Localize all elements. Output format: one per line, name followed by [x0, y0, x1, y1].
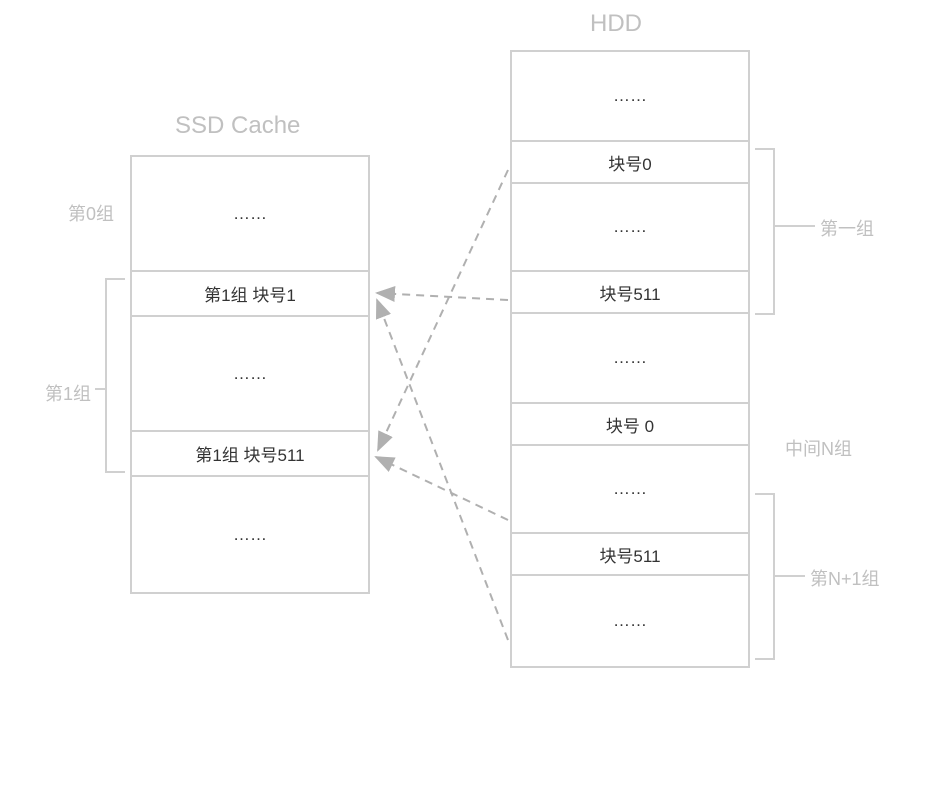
- hdd-cell: 块号511: [512, 272, 748, 314]
- hdd-group1-bracket: [755, 148, 775, 315]
- hdd-g1-connector: [775, 225, 815, 227]
- hdd-cell: ……: [512, 576, 748, 666]
- hdd-group1-label: 第一组: [820, 215, 874, 241]
- hdd-cell: ……: [512, 446, 748, 534]
- hdd-cell: ……: [512, 184, 748, 272]
- hdd-column: ……块号0……块号511……块号 0……块号511……: [510, 50, 750, 668]
- hdd-title: HDD: [590, 10, 642, 38]
- ssd-g1-connector: [95, 388, 105, 390]
- hdd-cell: ……: [512, 314, 748, 404]
- diagram-container: SSD Cache HDD ……第1组 块号1……第1组 块号511…… ……块…: [0, 0, 931, 812]
- hdd-cell: 块号 0: [512, 404, 748, 446]
- ssd-group0-label: 第0组: [68, 200, 114, 226]
- ssd-cell: 第1组 块号511: [132, 432, 368, 477]
- ssd-cell: ……: [132, 317, 368, 432]
- hdd-groupN1-bracket: [755, 493, 775, 660]
- hdd-middle-label: 中间N组: [785, 435, 852, 461]
- ssd-column: ……第1组 块号1……第1组 块号511……: [130, 155, 370, 594]
- ssd-title: SSD Cache: [175, 112, 300, 140]
- ssd-cell: ……: [132, 157, 368, 272]
- ssd-cell: ……: [132, 477, 368, 592]
- hdd-cell: ……: [512, 52, 748, 142]
- ssd-cell: 第1组 块号1: [132, 272, 368, 317]
- hdd-gn1-connector: [775, 575, 805, 577]
- ssd-group1-bracket: [105, 278, 125, 473]
- hdd-cell: 块号0: [512, 142, 748, 184]
- ssd-group1-label: 第1组: [45, 380, 91, 406]
- hdd-cell: 块号511: [512, 534, 748, 576]
- hdd-groupN1-label: 第N+1组: [810, 565, 880, 591]
